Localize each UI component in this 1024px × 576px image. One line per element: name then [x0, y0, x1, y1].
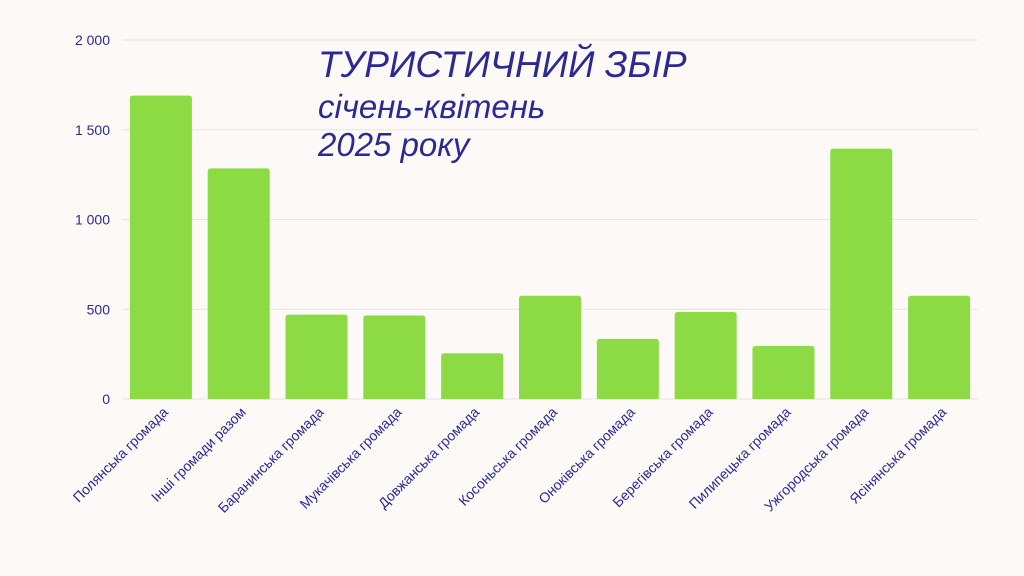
bars [129, 95, 971, 400]
y-tick-label: 1 500 [75, 122, 110, 138]
chart-subtitle-year: 2025 року [318, 126, 470, 163]
bar [363, 315, 426, 399]
chart-subtitle-period: січень-квітень [318, 88, 546, 125]
bar [519, 295, 581, 399]
bar [830, 148, 893, 399]
bar [129, 95, 192, 400]
bar [207, 168, 270, 399]
bar [441, 353, 504, 399]
y-tick-label: 0 [102, 391, 110, 407]
bar [908, 295, 971, 399]
y-tick-label: 500 [87, 301, 111, 317]
bar [596, 338, 659, 399]
y-tick-label: 1 000 [75, 212, 110, 228]
bar [285, 314, 348, 399]
y-axis: 0 500 1 000 1 500 2 000 [75, 32, 110, 407]
bar [752, 346, 815, 399]
bar [674, 311, 737, 399]
chart-title: ТУРИСТИЧНИЙ ЗБІР [318, 44, 687, 85]
y-tick-label: 2 000 [75, 32, 110, 48]
